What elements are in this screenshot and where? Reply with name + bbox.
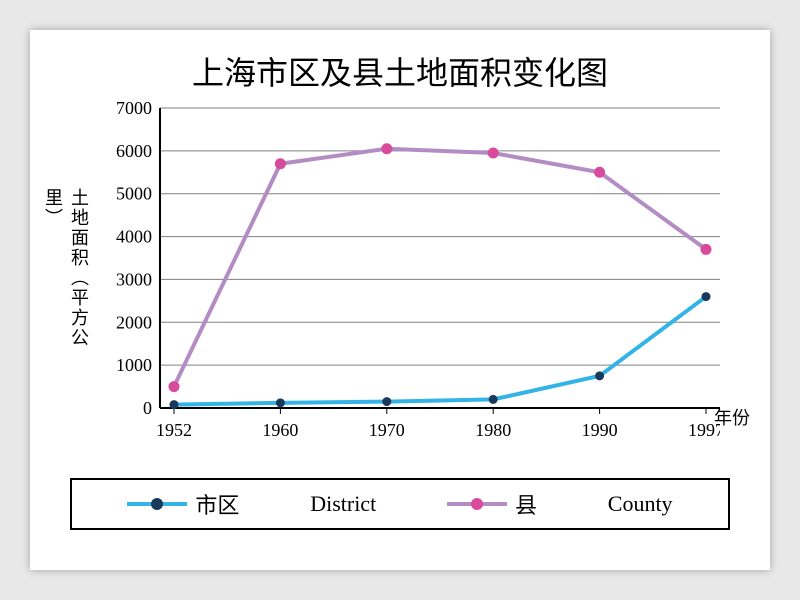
svg-text:1952: 1952 — [156, 420, 192, 440]
legend-label-cn-2: 县 — [515, 488, 537, 520]
svg-text:1980: 1980 — [475, 420, 511, 440]
y-axis-label: 土地面积（平方公里） — [40, 188, 92, 368]
chart-svg: 0 1000 2000 3000 4000 5000 6000 7000 1952 1960 197… — [100, 98, 720, 458]
legend-line-1 — [127, 502, 187, 506]
legend-marker-1 — [151, 498, 163, 510]
legend-label-cn-1: 市区 — [195, 488, 239, 520]
svg-text:6000: 6000 — [116, 141, 152, 161]
svg-text:1990: 1990 — [582, 420, 618, 440]
svg-text:4000: 4000 — [116, 227, 152, 247]
svg-text:2000: 2000 — [116, 312, 152, 332]
svg-text:1960: 1960 — [262, 420, 298, 440]
legend-line-2 — [447, 502, 507, 506]
svg-text:1970: 1970 — [369, 420, 405, 440]
svg-text:7000: 7000 — [116, 98, 152, 118]
svg-text:5000: 5000 — [116, 184, 152, 204]
chart-container: 上海市区及县土地面积变化图 土地面积（平方公里） 年份 010002000300… — [30, 30, 770, 570]
legend-marker-2 — [471, 498, 483, 510]
svg-text:1000: 1000 — [116, 355, 152, 375]
legend-label-en-2: County — [608, 491, 673, 517]
legend: 市区 District 县 County — [70, 478, 730, 530]
svg-text:3000: 3000 — [116, 269, 152, 289]
svg-text:0: 0 — [143, 398, 152, 418]
chart-area: 土地面积（平方公里） 年份 01000200030004000500060007… — [60, 98, 740, 458]
chart-title: 上海市区及县土地面积变化图 — [50, 48, 750, 94]
svg-text:1997: 1997 — [688, 420, 720, 440]
legend-label-en-1: District — [310, 491, 376, 517]
legend-item-county: 县 — [447, 488, 537, 520]
legend-item-district: 市区 — [127, 488, 239, 520]
